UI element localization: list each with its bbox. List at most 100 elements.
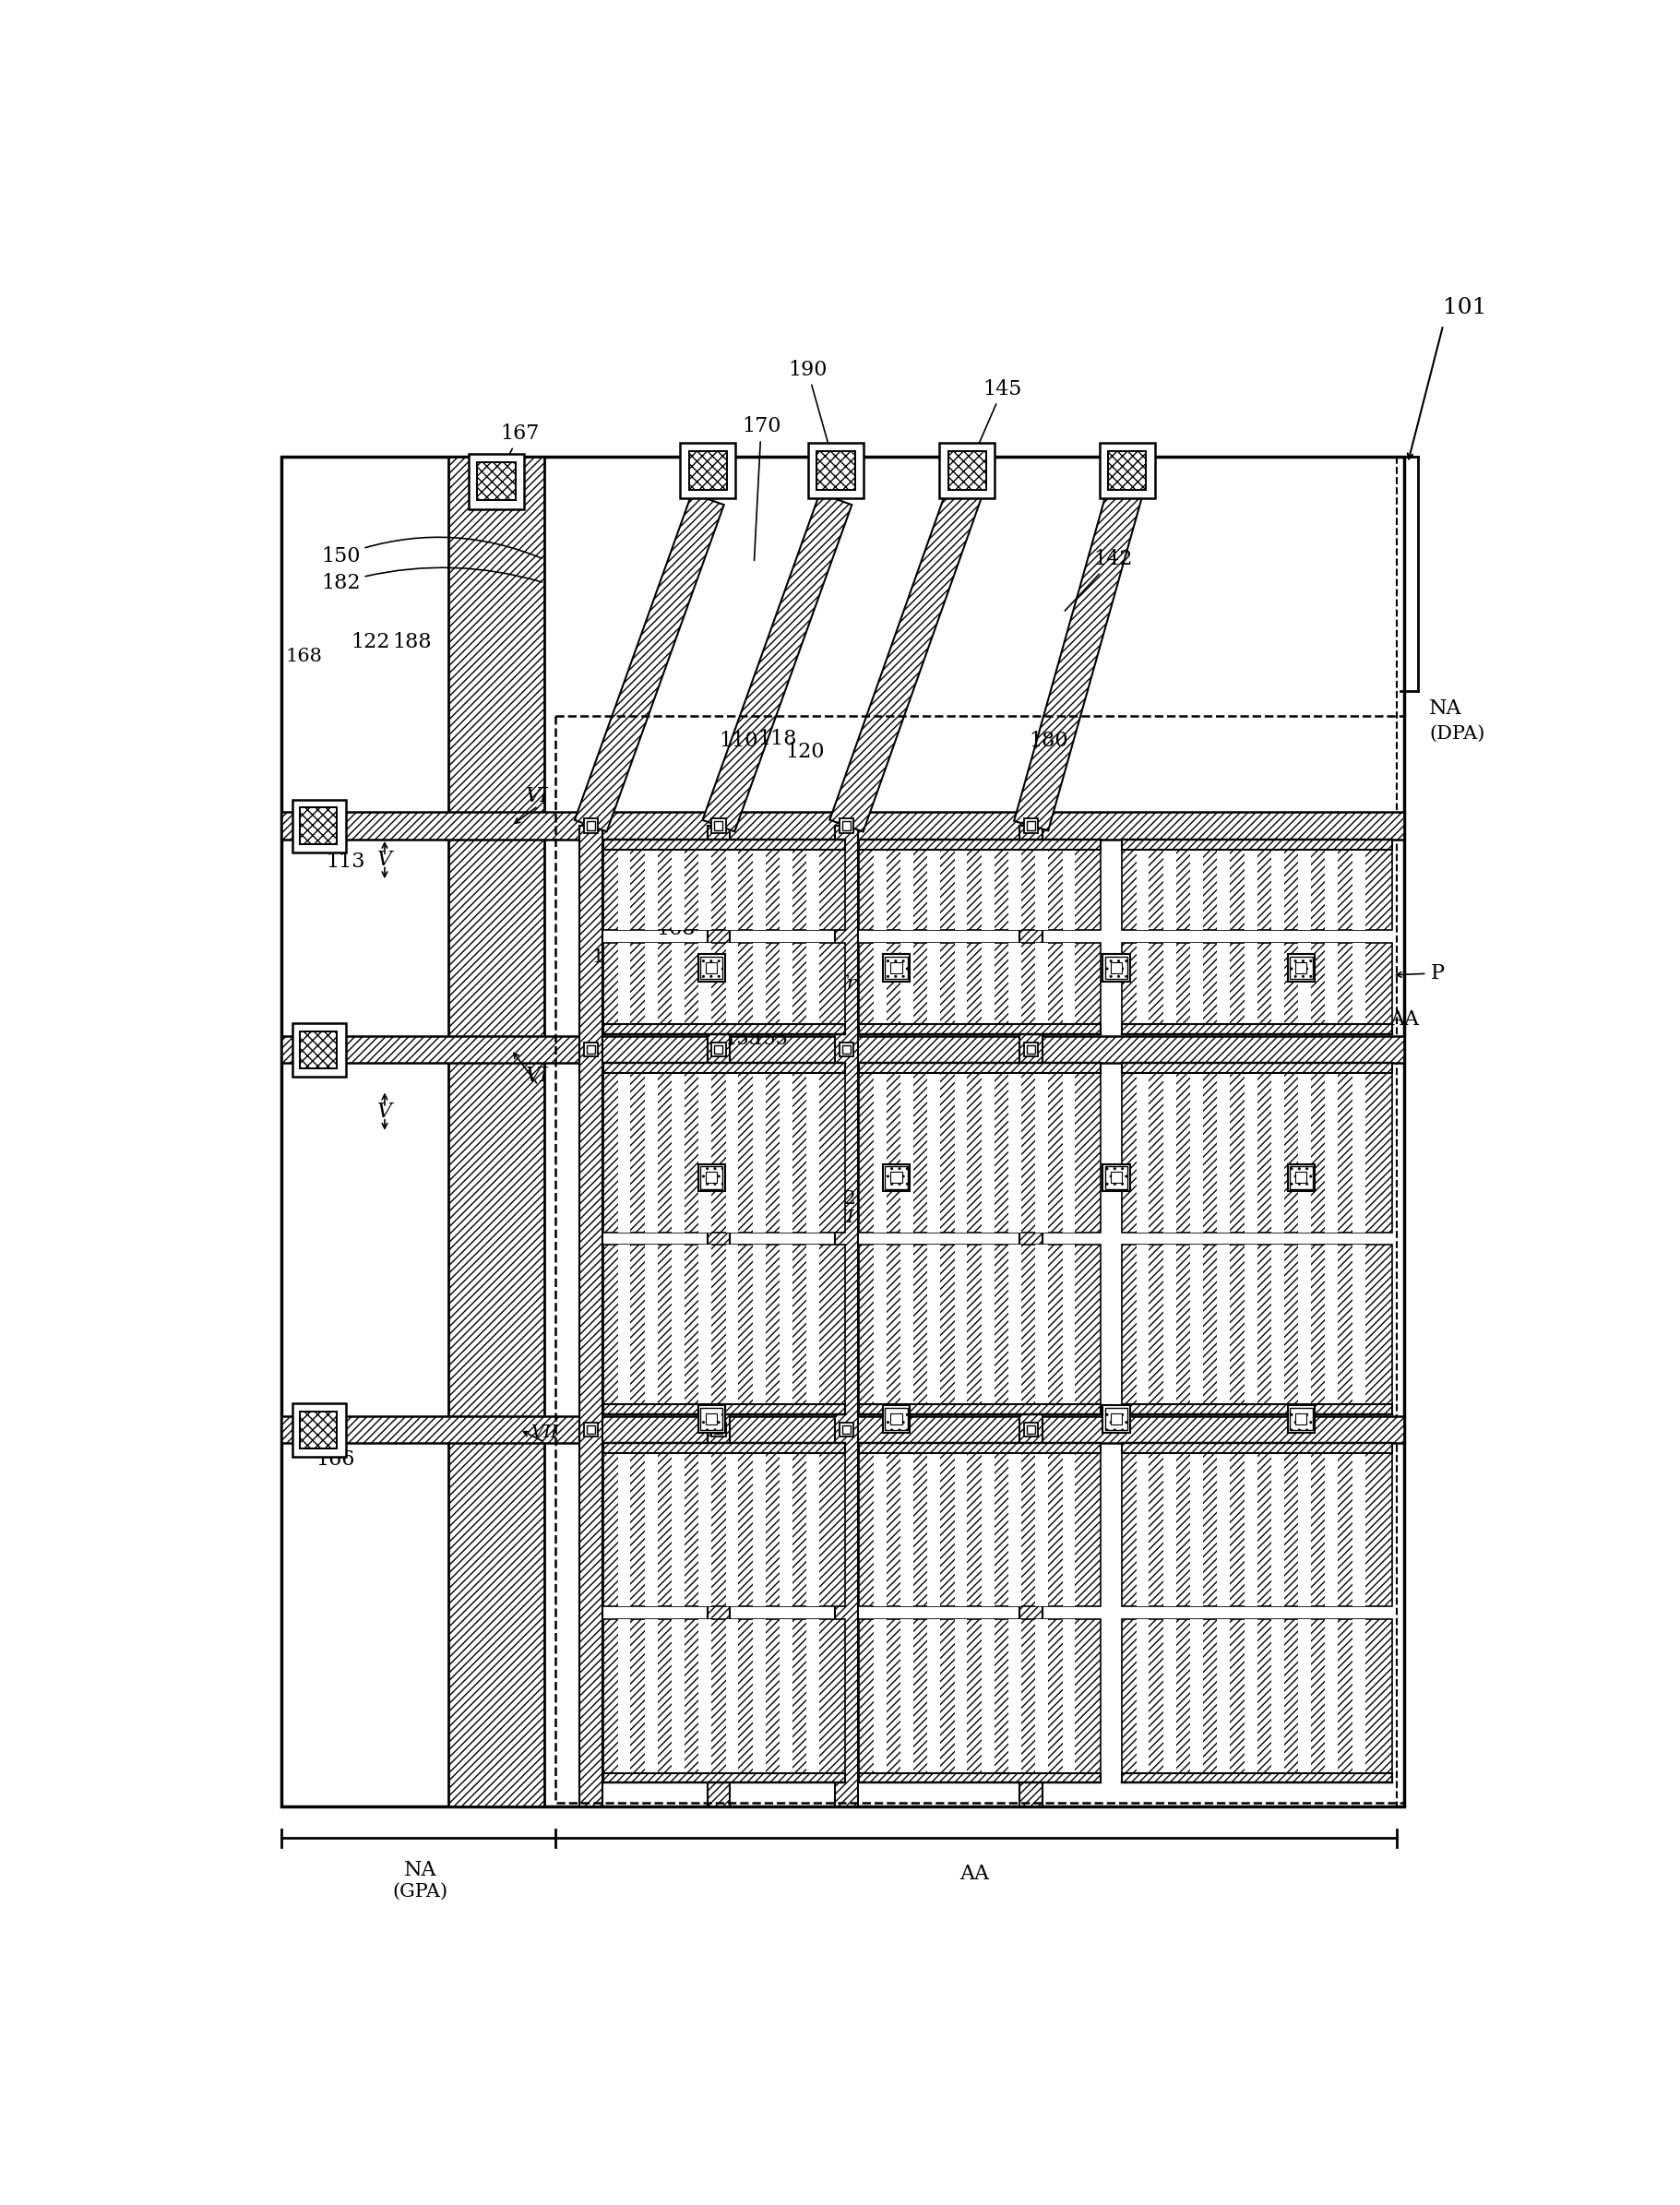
Bar: [1299, 1074, 1310, 1233]
Bar: [840, 818, 853, 833]
Bar: [697, 955, 726, 981]
Bar: [1008, 1453, 1021, 1607]
Bar: [714, 1424, 722, 1433]
Text: (GPA): (GPA): [393, 1883, 449, 1901]
Bar: [618, 1453, 630, 1607]
Bar: [858, 1773, 1100, 1782]
Bar: [885, 957, 907, 979]
Bar: [1062, 1246, 1075, 1405]
Bar: [780, 849, 793, 931]
Text: 180: 180: [1030, 730, 1068, 750]
Text: NA: NA: [403, 1861, 437, 1881]
Bar: [1122, 1246, 1393, 1413]
Bar: [586, 822, 595, 829]
Bar: [672, 1074, 684, 1233]
Bar: [753, 1453, 766, 1607]
Bar: [469, 454, 524, 509]
Bar: [1035, 1246, 1048, 1405]
Bar: [900, 1246, 914, 1405]
Bar: [1107, 452, 1146, 490]
Bar: [1272, 1246, 1284, 1405]
Bar: [1287, 955, 1314, 981]
Bar: [1122, 1023, 1393, 1034]
Bar: [1245, 1453, 1257, 1607]
Bar: [711, 1043, 726, 1056]
Bar: [900, 1618, 914, 1773]
Bar: [697, 1164, 726, 1191]
Bar: [1026, 1045, 1035, 1054]
Bar: [1295, 1413, 1307, 1424]
Bar: [1295, 961, 1307, 975]
Bar: [1008, 944, 1021, 1023]
Text: 167: 167: [497, 423, 539, 478]
Polygon shape: [830, 478, 984, 831]
Bar: [603, 1246, 845, 1413]
Bar: [714, 1045, 722, 1054]
Bar: [672, 1453, 684, 1607]
Bar: [1272, 1453, 1284, 1607]
Bar: [586, 1045, 595, 1054]
Bar: [927, 1246, 941, 1405]
Bar: [701, 957, 722, 979]
Text: 184: 184: [606, 875, 643, 893]
Bar: [753, 944, 766, 1023]
Bar: [780, 1453, 793, 1607]
Bar: [900, 944, 914, 1023]
Bar: [292, 1023, 346, 1076]
Bar: [1352, 1618, 1366, 1773]
Bar: [689, 452, 727, 490]
Text: 190: 190: [788, 359, 835, 467]
Text: 162: 162: [820, 1191, 857, 1208]
Bar: [1099, 443, 1154, 498]
Bar: [1189, 1453, 1203, 1607]
Bar: [1110, 961, 1122, 975]
Bar: [1326, 1246, 1337, 1405]
Bar: [858, 840, 1100, 849]
Bar: [890, 1171, 902, 1184]
Bar: [1035, 1453, 1048, 1607]
Bar: [292, 800, 346, 853]
Bar: [954, 1246, 968, 1405]
Bar: [1326, 944, 1337, 1023]
Bar: [1025, 1043, 1038, 1056]
Bar: [603, 944, 845, 1034]
Bar: [726, 1618, 739, 1773]
Bar: [885, 1407, 907, 1431]
Bar: [842, 1424, 850, 1433]
Bar: [1299, 1618, 1310, 1773]
Bar: [1008, 1074, 1021, 1233]
Bar: [282, 456, 1404, 1806]
Polygon shape: [1015, 481, 1144, 831]
Bar: [1352, 1246, 1366, 1405]
Bar: [1062, 1618, 1075, 1773]
Bar: [927, 1618, 941, 1773]
Bar: [858, 1618, 1100, 1782]
Bar: [699, 944, 711, 1023]
Bar: [672, 944, 684, 1023]
Text: AA: AA: [959, 1863, 990, 1883]
Bar: [583, 818, 598, 833]
Bar: [1326, 1618, 1337, 1773]
Bar: [1035, 1618, 1048, 1773]
Bar: [680, 443, 736, 498]
Bar: [1272, 1074, 1284, 1233]
Bar: [706, 961, 717, 975]
Bar: [1136, 1246, 1149, 1405]
Bar: [1218, 849, 1230, 931]
Bar: [672, 849, 684, 931]
Bar: [554, 717, 1404, 1804]
Bar: [806, 1618, 820, 1773]
Text: 182: 182: [321, 567, 543, 593]
Bar: [583, 1422, 598, 1438]
Bar: [706, 1413, 717, 1424]
Bar: [874, 849, 887, 931]
Bar: [699, 1246, 711, 1405]
Bar: [1035, 944, 1048, 1023]
Bar: [618, 1246, 630, 1405]
Bar: [672, 1618, 684, 1773]
Bar: [726, 1453, 739, 1607]
Text: 166: 166: [316, 1449, 354, 1471]
Bar: [301, 1032, 338, 1067]
Bar: [981, 849, 995, 931]
Bar: [1272, 944, 1284, 1023]
